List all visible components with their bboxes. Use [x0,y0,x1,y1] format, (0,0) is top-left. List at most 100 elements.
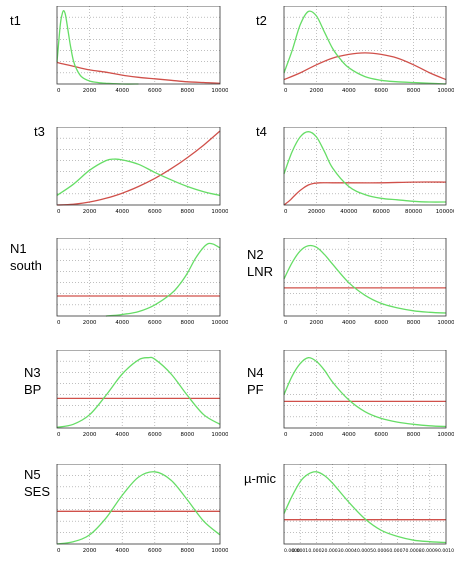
series-line-posterior [283,471,447,544]
x-tick-label: 4000 [115,432,129,438]
panel-label-line: SES [24,484,51,499]
x-tick-label: 0 [57,209,61,215]
x-tick-label: 4000 [115,548,129,554]
x-tick-label: 10000 [437,320,454,326]
x-tick-label: 0 [284,88,288,94]
x-tick-label: 0 [284,432,288,438]
panel-label-N1: N1 south [10,240,42,274]
series-line-posterior [283,244,447,314]
plot-frame [56,127,221,206]
panel-label-N2: N2 LNR [247,246,273,280]
x-tick-label: 0.0009 [422,548,438,554]
panel-label-line: N2 [247,247,264,262]
x-tick-label: 40000 [340,209,358,215]
chart-N3: 0 2000 4000 6000 8000 10000 [56,350,228,438]
x-tick-label: 2000 [310,320,324,326]
panel-label-line: N3 [24,365,41,380]
x-tick-label: 8000 [181,209,195,215]
plot-frame [283,238,447,317]
chart-t3: 0 2000 4000 6000 8000 10000 [56,127,228,215]
x-tick-label: 80000 [405,209,423,215]
x-tick-label: 60000 [373,209,391,215]
panel-label-line: t1 [10,13,21,28]
series-line-posterior [283,131,447,203]
x-tick-label: 4000 [342,88,356,94]
x-tick-label: 6000 [148,320,162,326]
x-tick-label: 8000 [407,432,421,438]
panel-label-N4: N4 PF [247,364,264,398]
x-tick-label: 6000 [148,432,162,438]
plot-frame [283,127,447,206]
x-tick-label: 0 [57,548,61,554]
panel-label-line: LNR [247,264,274,279]
series-line-posterior [105,242,221,317]
plot-frame [56,238,221,317]
series-line-posterior [56,10,139,85]
x-tick-label: 10000 [211,320,228,326]
series-line-posterior [283,10,447,85]
x-tick-label: 8000 [181,320,195,326]
x-tick-label: 0.0003 [325,548,341,554]
x-tick-label: 0.0006 [373,548,389,554]
chart-N5: 0 2000 4000 6000 8000 10000 [56,464,228,554]
x-tick-label: 4000 [342,432,356,438]
x-tick-label: 8000 [181,432,195,438]
chart-t4: 0 20000 40000 60000 80000 100000 [283,127,454,215]
x-tick-label: 0 [57,432,61,438]
chart-t1: 0 2000 4000 6000 8000 10000 [56,6,228,94]
chart-t2: 0 2000 4000 6000 8000 10000 [283,6,454,94]
panel-label-line: t4 [256,124,267,139]
x-tick-label: 20000 [308,209,326,215]
x-tick-label: 2000 [83,548,97,554]
x-tick-label: 6000 [148,209,162,215]
x-tick-label: 2000 [83,88,97,94]
series-line-posterior [283,357,447,428]
x-tick-label: 2000 [310,88,324,94]
x-tick-label: 10000 [211,88,228,94]
x-tick-label: 6000 [148,88,162,94]
x-tick-label: 10000 [211,548,228,554]
x-tick-label: 4000 [115,88,129,94]
x-tick-label: 10000 [211,432,228,438]
x-tick-label: 8000 [407,88,421,94]
panel-label-line: N5 [24,467,41,482]
x-tick-label: 0.0002 [308,548,324,554]
plot-frame [56,464,221,545]
plot-frame [56,350,221,429]
x-tick-label: 8000 [181,88,195,94]
x-tick-label: 0 [57,320,61,326]
panel-label-line: µ-mic [244,471,277,486]
x-tick-label: 0 [284,209,288,215]
panel-label-t3: t3 [34,123,45,140]
x-tick-label: 2000 [83,209,97,215]
x-tick-label: 0.0010 [438,548,454,554]
panel-label-mu-mic: µ-mic [244,470,276,487]
panel-label-N5: N5 SES [24,466,50,500]
x-tick-label: 6000 [374,320,388,326]
x-tick-label: 0 [284,320,288,326]
panel-label-t2: t2 [256,12,267,29]
x-tick-label: 0.0004 [341,548,357,554]
series-line-prior [56,130,221,206]
x-tick-label: 0.0008 [406,548,422,554]
x-tick-label: 6000 [374,88,388,94]
x-tick-label: 6000 [374,432,388,438]
panel-label-line: BP [24,382,42,397]
x-tick-label: 4000 [342,320,356,326]
plot-frame [283,464,447,545]
chart-N1: 0 2000 4000 6000 8000 10000 [56,238,228,326]
x-tick-label: 2000 [83,432,97,438]
chart-N2: 0 2000 4000 6000 8000 10000 [283,238,454,326]
panel-label-line: t3 [34,124,45,139]
panel-label-line: PF [247,382,264,397]
series-line-posterior [56,158,221,197]
panel-label-line: south [10,258,42,273]
panel-label-line: t2 [256,13,267,28]
series-line-prior [283,52,447,81]
panel-label-t4: t4 [256,123,267,140]
x-tick-label: 0.0007 [389,548,405,554]
panel-label-line: N1 [10,241,27,256]
x-tick-label: 0.0000 [284,548,300,554]
x-tick-label: 6000 [148,548,162,554]
